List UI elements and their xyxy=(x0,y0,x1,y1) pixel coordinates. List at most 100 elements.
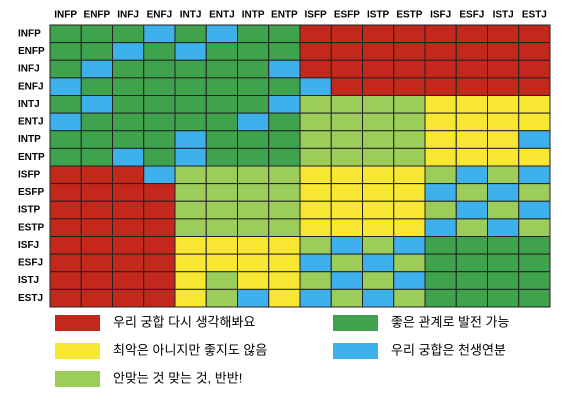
cell xyxy=(268,271,301,290)
cell xyxy=(80,112,113,132)
cell xyxy=(268,253,301,273)
cell xyxy=(174,59,207,79)
cell xyxy=(268,165,301,185)
legend-swatch xyxy=(333,315,378,331)
cell xyxy=(174,271,207,290)
cell xyxy=(174,42,207,61)
cell xyxy=(487,95,520,114)
cell xyxy=(112,218,145,237)
cell xyxy=(205,218,238,237)
legend-label: 좋은 관계로 발전 가능 xyxy=(391,314,510,329)
row-label: INFJ xyxy=(18,64,40,75)
cell xyxy=(487,147,520,167)
cell xyxy=(362,59,395,79)
row-label: ISTJ xyxy=(18,275,39,286)
cell xyxy=(362,130,395,149)
cell xyxy=(80,59,113,79)
cell xyxy=(330,253,363,273)
cell xyxy=(487,218,520,237)
cell xyxy=(518,42,551,61)
cell xyxy=(487,200,520,220)
cell xyxy=(80,95,113,114)
cell xyxy=(424,95,457,114)
cell xyxy=(362,288,395,308)
cell xyxy=(174,165,207,185)
legend-swatch xyxy=(55,371,100,387)
cell xyxy=(143,24,176,44)
cell xyxy=(455,42,488,61)
cell xyxy=(424,165,457,185)
column-label: ESFJ xyxy=(459,10,484,21)
cell xyxy=(205,24,238,44)
cell xyxy=(237,130,270,149)
cell xyxy=(174,236,207,255)
cell xyxy=(49,59,82,79)
cell xyxy=(112,165,145,185)
cell xyxy=(112,130,145,149)
cell xyxy=(299,42,332,61)
cell xyxy=(455,200,488,220)
cell xyxy=(143,95,176,114)
cell xyxy=(112,271,145,290)
cell xyxy=(424,218,457,237)
column-label: ESFP xyxy=(334,10,360,21)
cell xyxy=(424,42,457,61)
cell xyxy=(518,24,551,44)
cell xyxy=(487,112,520,132)
cell xyxy=(49,165,82,185)
cell xyxy=(237,42,270,61)
cell xyxy=(299,165,332,185)
cell xyxy=(299,95,332,114)
cell xyxy=(80,165,113,185)
cell xyxy=(393,183,426,202)
cell xyxy=(143,200,176,220)
cell xyxy=(80,147,113,167)
cell xyxy=(49,112,82,132)
cell xyxy=(268,200,301,220)
cell xyxy=(393,288,426,308)
cell xyxy=(268,218,301,237)
cell xyxy=(143,271,176,290)
cell xyxy=(299,200,332,220)
cell xyxy=(393,200,426,220)
cell xyxy=(299,288,332,308)
cell xyxy=(518,218,551,237)
cell xyxy=(205,183,238,202)
legend-label: 안맞는 것 맞는 것, 반반! xyxy=(113,370,242,385)
column-label: ENTP xyxy=(271,10,298,21)
legend-swatch xyxy=(55,315,100,331)
cell xyxy=(268,147,301,167)
row-label: ESFP xyxy=(18,187,44,198)
cell xyxy=(80,42,113,61)
cell xyxy=(487,42,520,61)
cell xyxy=(487,288,520,308)
row-label: ESTJ xyxy=(18,293,43,304)
cell xyxy=(362,112,395,132)
cell xyxy=(299,59,332,79)
cell xyxy=(205,130,238,149)
legend-swatch xyxy=(333,343,378,359)
cell xyxy=(330,236,363,255)
cell xyxy=(205,59,238,79)
cell xyxy=(330,42,363,61)
cell xyxy=(174,253,207,273)
cell xyxy=(143,165,176,185)
cell xyxy=(143,253,176,273)
cell xyxy=(237,95,270,114)
cell xyxy=(518,59,551,79)
cell xyxy=(330,147,363,167)
cell xyxy=(518,288,551,308)
cell xyxy=(362,236,395,255)
row-label: ESTP xyxy=(18,222,44,233)
cell xyxy=(80,130,113,149)
cell xyxy=(268,95,301,114)
cell xyxy=(49,200,82,220)
cell xyxy=(487,59,520,79)
cell xyxy=(112,42,145,61)
cell xyxy=(268,288,301,308)
cell xyxy=(49,95,82,114)
row-label: ISFJ xyxy=(18,240,39,251)
cell xyxy=(424,200,457,220)
cell xyxy=(362,253,395,273)
cell xyxy=(455,236,488,255)
